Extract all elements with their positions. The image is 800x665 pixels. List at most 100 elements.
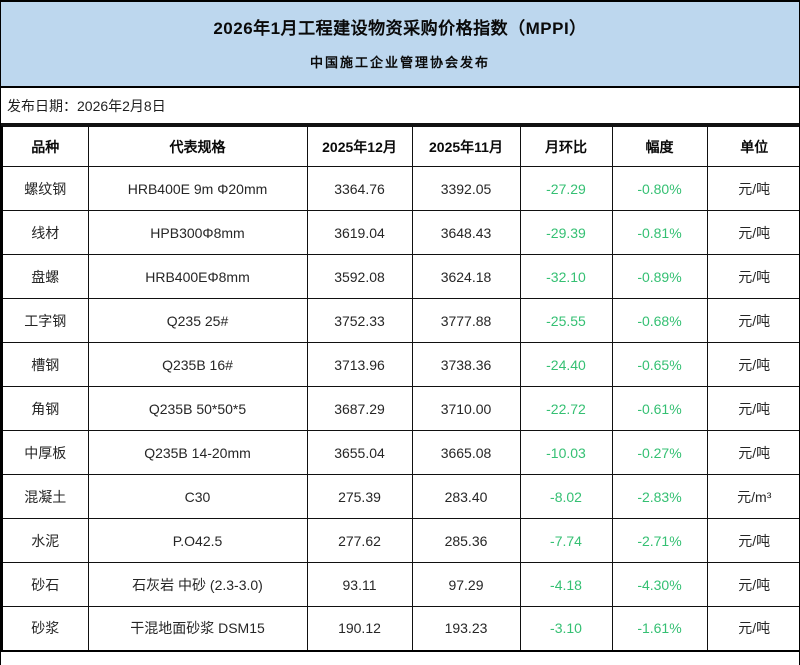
cell-dec2025: 3619.04 <box>306 210 413 255</box>
cell-variety: 工字钢 <box>1 298 89 343</box>
cell-spec: HRB400E 9m Φ20mm <box>87 166 308 211</box>
cell-nov2025: 193.23 <box>411 606 521 651</box>
table-row: 盘螺 HRB400EΦ8mm 3592.08 3624.18 -32.10 -0.89% 元… <box>1 254 799 299</box>
table-header-row: 品种 代表规格 2025年12月 2025年11月 月环比 幅度 单位 <box>1 126 799 167</box>
cell-spec: 石灰岩 中砂 (2.3-3.0) <box>87 562 308 607</box>
cell-mom-change: -7.74 <box>519 518 613 563</box>
cell-nov2025: 3648.43 <box>411 210 521 255</box>
cell-rate: -0.65% <box>611 342 708 387</box>
cell-spec: 干混地面砂浆 DSM15 <box>87 606 308 651</box>
title-band: 2026年1月工程建设物资采购价格指数（MPPI） 中国施工企业管理协会发布 <box>1 0 799 88</box>
table-row: 砂浆 干混地面砂浆 DSM15 190.12 193.23 -3.10 -1.61% 元/吨 <box>1 606 799 651</box>
cell-rate: -2.71% <box>611 518 708 563</box>
table-row: 中厚板 Q235B 14-20mm 3655.04 3665.08 -10.03 -0.2… <box>1 430 799 475</box>
cell-nov2025: 3665.08 <box>411 430 521 475</box>
table-row: 螺纹钢 HRB400E 9m Φ20mm 3364.76 3392.05 -27.29-… <box>1 166 799 211</box>
cell-dec2025: 3655.04 <box>306 430 413 475</box>
cell-mom-change: -22.72 <box>519 386 613 431</box>
table-row: 槽钢 Q235B 16# 3713.96 3738.36 -24.40 -0.65% 元/吨 <box>1 342 799 387</box>
cell-spec: Q235B 14-20mm <box>87 430 308 475</box>
cell-nov2025: 3392.05 <box>411 166 521 211</box>
cell-variety: 水泥 <box>1 518 89 563</box>
cell-variety: 混凝土 <box>1 474 89 519</box>
cell-unit: 元/吨 <box>706 386 799 431</box>
table-row: 砂石 石灰岩 中砂 (2.3-3.0) 93.11 97.29 -4.18 -4.30% 元… <box>1 562 799 607</box>
cell-dec2025: 3752.33 <box>306 298 413 343</box>
cell-mom-change: -32.10 <box>519 254 613 299</box>
cell-variety: 线材 <box>1 210 89 255</box>
column-header-unit: 单位 <box>706 126 799 167</box>
column-header-mom-change: 月环比 <box>519 126 613 167</box>
column-header-nov2025: 2025年11月 <box>411 126 521 167</box>
cell-dec2025: 277.62 <box>306 518 413 563</box>
cell-unit: 元/m³ <box>706 474 799 519</box>
cell-dec2025: 93.11 <box>306 562 413 607</box>
cell-dec2025: 3364.76 <box>306 166 413 211</box>
cell-rate: -0.61% <box>611 386 708 431</box>
cell-unit: 元/吨 <box>706 166 799 211</box>
cell-unit: 元/吨 <box>706 298 799 343</box>
table-row: 水泥 P.O42.5 277.62 285.36 -7.74 -2.71% 元/吨 <box>1 518 799 563</box>
cell-dec2025: 3592.08 <box>306 254 413 299</box>
cell-mom-change: -3.10 <box>519 606 613 651</box>
cell-rate: -0.80% <box>611 166 708 211</box>
cell-spec: Q235 25# <box>87 298 308 343</box>
cell-variety: 槽钢 <box>1 342 89 387</box>
cell-dec2025: 3713.96 <box>306 342 413 387</box>
column-header-rate: 幅度 <box>611 126 708 167</box>
cell-variety: 角钢 <box>1 386 89 431</box>
cell-rate: -1.61% <box>611 606 708 651</box>
cell-rate: -2.83% <box>611 474 708 519</box>
cell-rate: -0.81% <box>611 210 708 255</box>
cell-rate: -0.89% <box>611 254 708 299</box>
cell-spec: C30 <box>87 474 308 519</box>
price-index-table: 品种 代表规格 2025年12月 2025年11月 月环比 幅度 单位 螺纹钢 H… <box>1 126 799 652</box>
page-title: 2026年1月工程建设物资采购价格指数（MPPI） <box>213 19 587 39</box>
cell-unit: 元/吨 <box>706 210 799 255</box>
cell-spec: HPB300Φ8mm <box>87 210 308 255</box>
cell-rate: -0.27% <box>611 430 708 475</box>
cell-spec: P.O42.5 <box>87 518 308 563</box>
table-row: 混凝土 C30 275.39 283.40 -8.02 -2.83% 元/m³ <box>1 474 799 519</box>
cell-dec2025: 3687.29 <box>306 386 413 431</box>
cell-mom-change: -4.18 <box>519 562 613 607</box>
cell-dec2025: 275.39 <box>306 474 413 519</box>
publisher-subtitle: 中国施工企业管理协会发布 <box>309 55 490 71</box>
cell-unit: 元/吨 <box>706 254 799 299</box>
cell-unit: 元/吨 <box>706 430 799 475</box>
cell-unit: 元/吨 <box>706 342 799 387</box>
cell-unit: 元/吨 <box>706 562 799 607</box>
cell-variety: 盘螺 <box>1 254 89 299</box>
cell-unit: 元/吨 <box>706 606 799 651</box>
table-row: 角钢 Q235B 50*50*5 3687.29 3710.00 -22.72 -0.61… <box>1 386 799 431</box>
cell-mom-change: -24.40 <box>519 342 613 387</box>
cell-variety: 螺纹钢 <box>1 166 89 211</box>
cell-spec: HRB400EΦ8mm <box>87 254 308 299</box>
column-header-dec2025: 2025年12月 <box>306 126 413 167</box>
table-row: 工字钢 Q235 25# 3752.33 3777.88 -25.55 -0.68% 元/吨 <box>1 298 799 343</box>
column-header-spec: 代表规格 <box>87 126 308 167</box>
cell-nov2025: 283.40 <box>411 474 521 519</box>
cell-mom-change: -10.03 <box>519 430 613 475</box>
publish-date: 发布日期：2026年2月8日 <box>1 88 799 126</box>
cell-nov2025: 3624.18 <box>411 254 521 299</box>
cell-nov2025: 285.36 <box>411 518 521 563</box>
cell-mom-change: -8.02 <box>519 474 613 519</box>
cell-mom-change: -29.39 <box>519 210 613 255</box>
cell-rate: -0.68% <box>611 298 708 343</box>
cell-nov2025: 3777.88 <box>411 298 521 343</box>
cell-mom-change: -25.55 <box>519 298 613 343</box>
cell-rate: -4.30% <box>611 562 708 607</box>
cell-nov2025: 3738.36 <box>411 342 521 387</box>
cell-variety: 砂浆 <box>1 606 89 651</box>
cell-variety: 中厚板 <box>1 430 89 475</box>
cell-dec2025: 190.12 <box>306 606 413 651</box>
column-header-variety: 品种 <box>1 126 89 167</box>
cell-mom-change: -27.29 <box>519 166 613 211</box>
cell-spec: Q235B 50*50*5 <box>87 386 308 431</box>
table-row: 线材 HPB300Φ8mm 3619.04 3648.43 -29.39 -0.81% 元/… <box>1 210 799 255</box>
cell-variety: 砂石 <box>1 562 89 607</box>
cell-spec: Q235B 16# <box>87 342 308 387</box>
cell-nov2025: 3710.00 <box>411 386 521 431</box>
